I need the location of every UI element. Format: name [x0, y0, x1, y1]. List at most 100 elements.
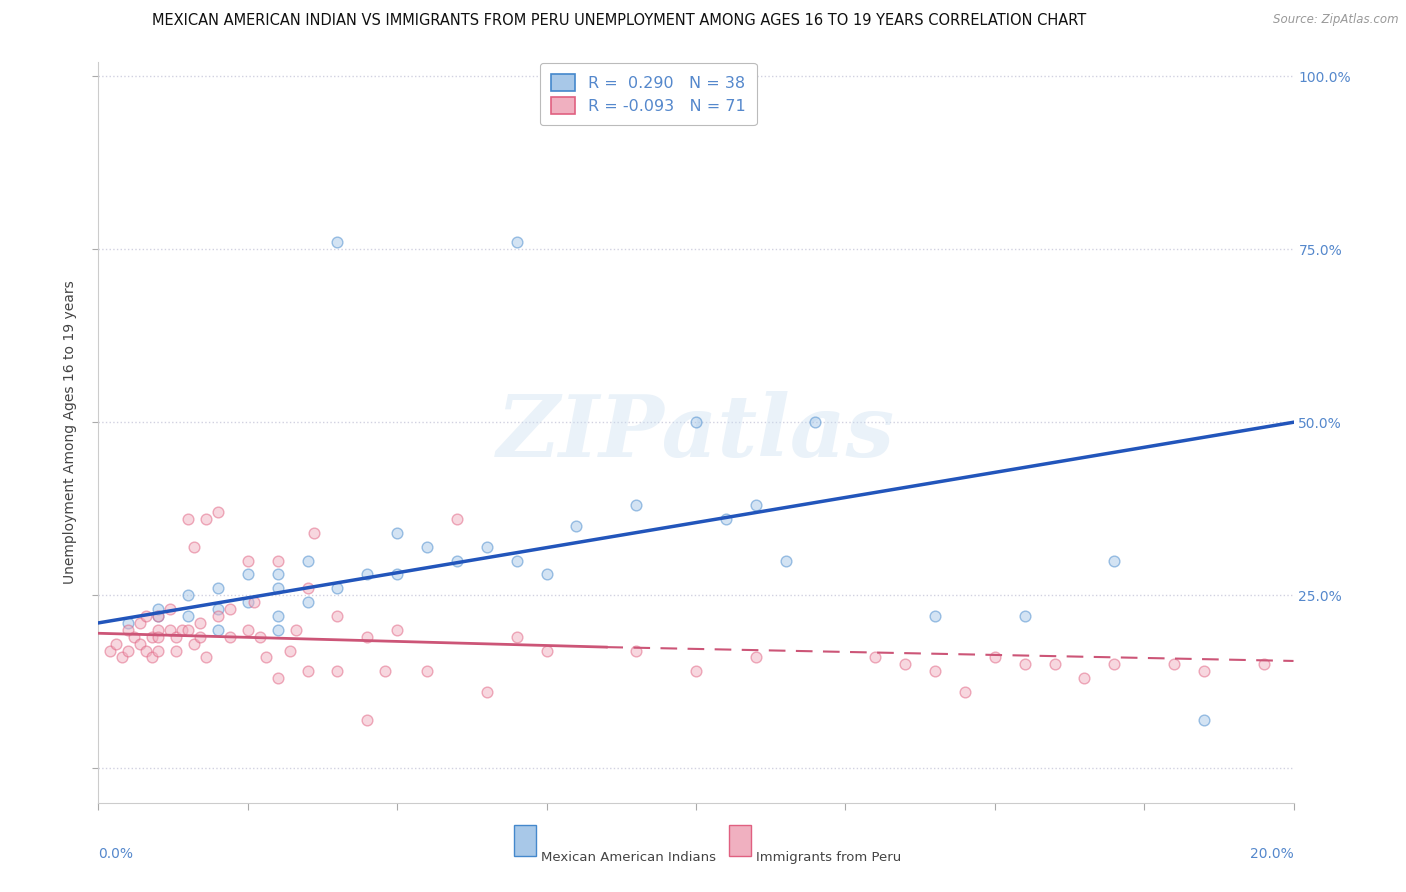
Text: 0.0%: 0.0%	[98, 847, 134, 861]
Point	[326, 582, 349, 596]
Point	[148, 609, 170, 624]
Point	[236, 595, 259, 609]
Point	[177, 609, 200, 624]
Point	[953, 685, 976, 699]
Point	[159, 623, 181, 637]
Point	[416, 540, 439, 554]
Point	[183, 540, 205, 554]
Point	[446, 554, 468, 568]
Point	[326, 665, 349, 679]
Point	[804, 415, 827, 429]
Point	[1014, 657, 1036, 672]
Point	[894, 657, 917, 672]
Point	[714, 512, 737, 526]
Point	[195, 512, 218, 526]
Text: Mexican American Indians: Mexican American Indians	[541, 851, 716, 864]
Point	[475, 540, 498, 554]
Point	[177, 623, 200, 637]
Point	[924, 609, 946, 624]
Point	[141, 650, 163, 665]
Point	[745, 650, 768, 665]
Point	[135, 643, 157, 657]
Point	[135, 609, 157, 624]
Point	[1163, 657, 1185, 672]
Point	[188, 615, 211, 630]
Point	[297, 582, 319, 596]
Point	[302, 525, 325, 540]
Point	[243, 595, 266, 609]
Point	[236, 554, 259, 568]
Point	[172, 623, 194, 637]
Point	[249, 630, 271, 644]
Point	[356, 567, 378, 582]
Point	[207, 582, 229, 596]
Point	[267, 582, 290, 596]
Point	[177, 512, 200, 526]
Text: MEXICAN AMERICAN INDIAN VS IMMIGRANTS FROM PERU UNEMPLOYMENT AMONG AGES 16 TO 19: MEXICAN AMERICAN INDIAN VS IMMIGRANTS FR…	[152, 13, 1085, 29]
Point	[1014, 609, 1036, 624]
Point	[148, 623, 170, 637]
Point	[297, 554, 319, 568]
Point	[165, 643, 187, 657]
Point	[183, 637, 205, 651]
Point	[148, 602, 170, 616]
Legend: R =  0.290   N = 38, R = -0.093   N = 71: R = 0.290 N = 38, R = -0.093 N = 71	[540, 63, 756, 125]
Point	[685, 415, 707, 429]
Point	[326, 235, 349, 250]
Bar	[730, 825, 751, 856]
Text: ZIPatlas: ZIPatlas	[496, 391, 896, 475]
Point	[148, 643, 170, 657]
Text: 20.0%: 20.0%	[1250, 847, 1294, 861]
Point	[177, 588, 200, 602]
Point	[105, 637, 128, 651]
Point	[129, 637, 152, 651]
Point	[117, 643, 139, 657]
Point	[1073, 671, 1095, 685]
Point	[148, 630, 170, 644]
Point	[297, 595, 319, 609]
Point	[506, 235, 529, 250]
Point	[297, 665, 319, 679]
Point	[356, 713, 378, 727]
Point	[385, 525, 409, 540]
Text: Source: ZipAtlas.com: Source: ZipAtlas.com	[1274, 13, 1399, 27]
Point	[148, 609, 170, 624]
Point	[1104, 554, 1126, 568]
Point	[865, 650, 887, 665]
Bar	[515, 825, 536, 856]
Point	[1192, 713, 1215, 727]
Point	[775, 554, 797, 568]
Point	[117, 623, 139, 637]
Point	[374, 665, 396, 679]
Point	[745, 498, 768, 512]
Point	[446, 512, 468, 526]
Point	[267, 609, 290, 624]
Point	[195, 650, 218, 665]
Point	[165, 630, 187, 644]
Point	[1253, 657, 1275, 672]
Point	[536, 567, 558, 582]
Point	[626, 643, 648, 657]
Point	[385, 623, 409, 637]
Text: Immigrants from Peru: Immigrants from Peru	[756, 851, 901, 864]
Y-axis label: Unemployment Among Ages 16 to 19 years: Unemployment Among Ages 16 to 19 years	[63, 281, 77, 584]
Point	[98, 643, 122, 657]
Point	[254, 650, 277, 665]
Point	[685, 665, 707, 679]
Point	[1043, 657, 1066, 672]
Point	[284, 623, 307, 637]
Point	[188, 630, 211, 644]
Point	[1104, 657, 1126, 672]
Point	[475, 685, 498, 699]
Point	[124, 630, 146, 644]
Point	[385, 567, 409, 582]
Point	[111, 650, 134, 665]
Point	[506, 630, 529, 644]
Point	[207, 505, 229, 519]
Point	[326, 609, 349, 624]
Point	[267, 554, 290, 568]
Point	[159, 602, 181, 616]
Point	[117, 615, 139, 630]
Point	[129, 615, 152, 630]
Point	[1192, 665, 1215, 679]
